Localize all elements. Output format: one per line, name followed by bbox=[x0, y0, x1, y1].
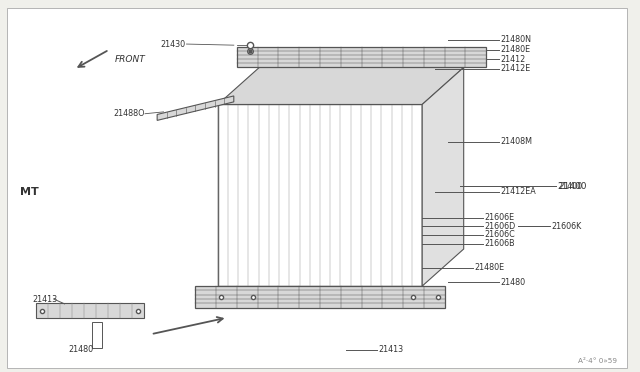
Text: A²·4° 0»59: A²·4° 0»59 bbox=[578, 358, 617, 364]
Polygon shape bbox=[218, 67, 464, 105]
Text: 21413: 21413 bbox=[33, 295, 58, 304]
Text: 21430: 21430 bbox=[161, 39, 186, 49]
Polygon shape bbox=[157, 96, 234, 121]
Bar bbox=[218, 105, 422, 286]
Text: 21488O: 21488O bbox=[113, 109, 145, 118]
Text: 21412: 21412 bbox=[500, 55, 525, 64]
Text: 21480: 21480 bbox=[500, 278, 525, 287]
Polygon shape bbox=[422, 67, 464, 286]
Text: 21606K: 21606K bbox=[551, 221, 581, 231]
Bar bbox=[36, 304, 145, 318]
Text: 21480N: 21480N bbox=[500, 35, 531, 44]
Text: 21412E: 21412E bbox=[500, 64, 531, 73]
Text: 21480E: 21480E bbox=[474, 263, 505, 272]
Polygon shape bbox=[237, 47, 486, 67]
Text: 21400: 21400 bbox=[558, 182, 587, 190]
Text: 21480: 21480 bbox=[68, 345, 93, 354]
Text: 21606E: 21606E bbox=[484, 213, 515, 222]
Text: 21408M: 21408M bbox=[500, 137, 532, 146]
Text: MT: MT bbox=[20, 187, 38, 196]
Text: 21606D: 21606D bbox=[484, 221, 516, 231]
Text: 21400: 21400 bbox=[557, 182, 582, 190]
Text: 21413: 21413 bbox=[379, 345, 404, 354]
Text: 21480E: 21480E bbox=[500, 45, 530, 54]
Text: 21606C: 21606C bbox=[484, 230, 515, 240]
Bar bbox=[92, 322, 102, 348]
Text: 21412EA: 21412EA bbox=[500, 187, 536, 196]
Text: 21606B: 21606B bbox=[484, 239, 515, 248]
Text: FRONT: FRONT bbox=[115, 55, 145, 64]
Polygon shape bbox=[195, 286, 445, 308]
